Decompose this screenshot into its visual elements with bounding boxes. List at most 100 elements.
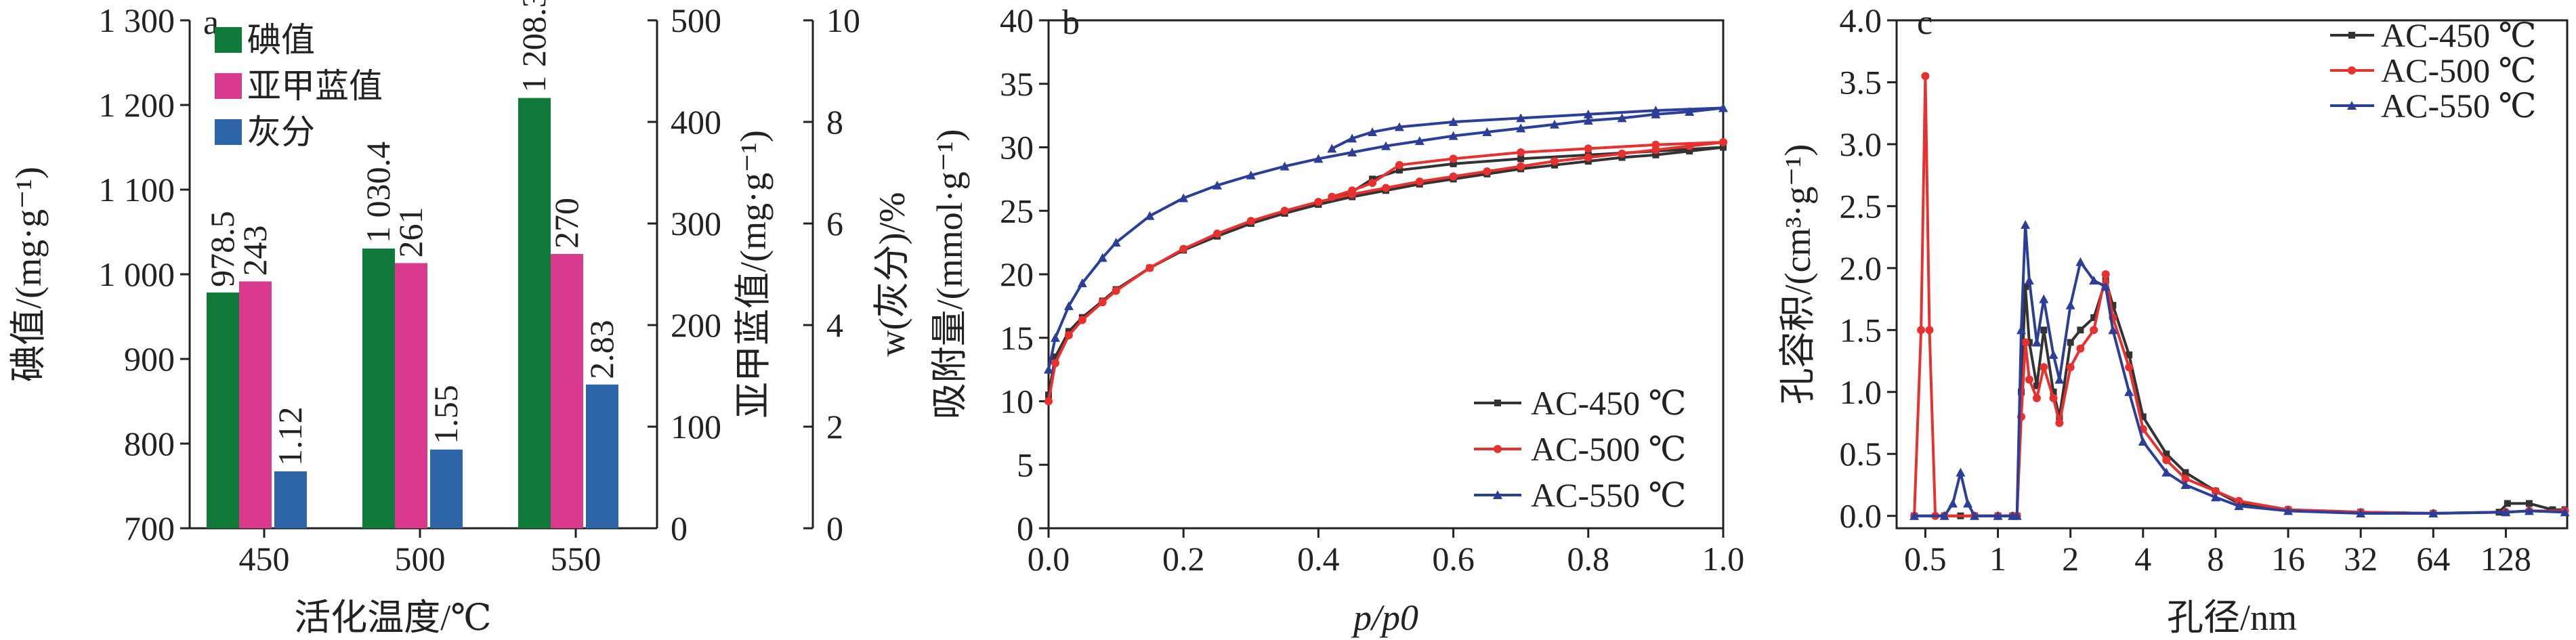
x-tick-label: 4	[2134, 540, 2151, 578]
legend-label: AC-450 ℃	[2381, 16, 2537, 54]
data-point	[2125, 363, 2134, 372]
data-point	[1044, 397, 1053, 406]
data-point	[2024, 276, 2034, 285]
data-point	[1078, 316, 1086, 324]
bar-value-label: 270	[547, 198, 585, 249]
panel-b-legend: AC-450 ℃ AC-500 ℃ AC-550 ℃	[1474, 384, 1687, 514]
series-line	[1914, 224, 2565, 517]
panel-b: b 0 5 10 15 20 25 30 35 40 0.0 0.2 0.4 0.6 0.8 1.0 吸附…	[929, 1, 1744, 638]
data-point	[2033, 382, 2040, 389]
data-point	[1494, 400, 1501, 406]
tick-label: 8	[826, 103, 843, 141]
x-tick-label: 64	[2416, 540, 2450, 578]
series-line-adsorption	[1047, 106, 1724, 370]
tick-label: 1 300	[99, 1, 175, 39]
data-point	[2126, 351, 2133, 358]
data-point	[1415, 177, 1424, 186]
data-point	[2018, 388, 2025, 396]
x-tick-label: 0.2	[1162, 540, 1205, 578]
series-3	[1044, 103, 1728, 374]
y-tick-label: 35	[1000, 65, 1034, 103]
y-tick-label: 2.0	[1840, 249, 1882, 287]
y-tick-label: 0.0	[1840, 497, 1882, 535]
panel-c-x-axis-label: 孔径/nm	[2167, 597, 2297, 638]
tick-label: 0	[826, 509, 843, 547]
data-point	[1494, 445, 1502, 453]
data-point	[2066, 363, 2075, 372]
legend-label-iodine: 碘值	[247, 21, 315, 59]
data-point	[1583, 109, 1593, 119]
tick-label: 300	[671, 205, 721, 242]
data-point	[1179, 244, 1188, 253]
y-tick-label: 0	[1017, 509, 1034, 547]
y-tick-label: 5	[1017, 446, 1034, 484]
panel-a-bars: 978.5 1 030.4 1 208.3 243 261 270 1.12 1.55 2.83	[203, 0, 620, 528]
data-point	[1044, 364, 1053, 374]
tick-label: 100	[671, 408, 721, 446]
panel-c-legend: AC-450 ℃AC-500 ℃AC-550 ℃	[2330, 16, 2537, 125]
data-point	[2163, 450, 2170, 458]
y-tick-label: 3.0	[1840, 125, 1882, 163]
legend-label-ash: 灰分	[247, 113, 315, 151]
panel-a-left-axis-label: 碘值/(mg·g⁻¹)	[8, 167, 49, 382]
data-point	[2560, 507, 2570, 517]
data-point	[1111, 238, 1121, 247]
panel-b-y-ticks: 0 5 10 15 20 25 30 35 40	[1000, 1, 1049, 547]
data-point	[2067, 339, 2074, 346]
data-point	[2021, 219, 2031, 229]
data-point	[2065, 300, 2075, 310]
data-point	[1449, 172, 1458, 181]
x-tick-label: 0.4	[1297, 540, 1340, 578]
data-point	[2139, 413, 2147, 421]
bar-mb-500	[395, 263, 427, 528]
data-point	[1098, 298, 1107, 307]
panel-c-series	[1909, 72, 2570, 520]
legend-swatch-mb	[215, 73, 242, 99]
panel-a-mid-ticks: 0 100 200 300 400 500	[648, 1, 721, 547]
data-point	[2161, 467, 2172, 477]
data-point	[2022, 283, 2029, 291]
y-tick-label: 30	[1000, 129, 1034, 167]
y-tick-label: 10	[1000, 383, 1034, 421]
bar-ash-550	[586, 384, 618, 528]
data-point	[1686, 148, 1693, 155]
x-tick-label: 16	[2271, 540, 2305, 578]
data-point	[1719, 138, 1727, 146]
data-point	[1956, 467, 1966, 477]
data-point	[1348, 186, 1357, 195]
data-point	[2181, 474, 2190, 483]
data-point	[1179, 193, 1189, 202]
x-tick-label: 32	[2344, 540, 2378, 578]
data-point	[2077, 326, 2084, 334]
panel-a-mid-axis-label: 亚甲蓝值/(mg·g⁻¹)	[733, 130, 774, 419]
data-point	[1651, 106, 1661, 115]
data-point	[2075, 257, 2086, 266]
legend-swatch-ash	[215, 119, 242, 145]
data-point	[1112, 286, 1120, 295]
data-point	[2180, 479, 2191, 489]
data-point	[1516, 113, 1526, 123]
data-point	[1368, 127, 1378, 136]
data-point	[1395, 167, 1403, 174]
panel-a-legend: 碘值 亚甲蓝值 灰分	[215, 21, 383, 151]
data-point	[1448, 131, 1458, 140]
data-point	[2021, 338, 2030, 347]
data-point	[1314, 198, 1323, 207]
data-point	[2504, 500, 2511, 507]
legend-label-mb: 亚甲蓝值	[247, 67, 383, 105]
bar-value-label: 261	[392, 207, 429, 258]
data-point	[1517, 148, 1525, 156]
y-tick-label: 0.5	[1840, 435, 1882, 473]
legend-label: AC-450 ℃	[1531, 384, 1687, 422]
data-point	[2283, 506, 2294, 515]
tick-label: 2	[826, 408, 843, 446]
data-point	[2234, 501, 2244, 511]
bar-ash-450	[274, 471, 307, 528]
data-point	[2162, 456, 2171, 465]
tick-label: 10	[826, 1, 860, 39]
legend-label: AC-550 ℃	[2381, 87, 2537, 125]
data-point	[2049, 393, 2058, 402]
x-tick-label: 1.0	[1702, 540, 1745, 578]
data-point	[1328, 192, 1336, 201]
data-point	[1516, 123, 1526, 133]
